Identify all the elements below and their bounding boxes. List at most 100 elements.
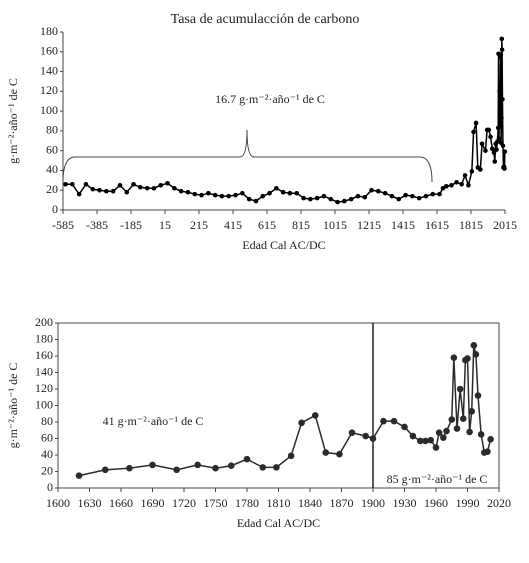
x-tick-label: 1690 <box>141 496 165 510</box>
data-point <box>144 185 150 191</box>
data-point <box>479 141 485 147</box>
data-point <box>273 464 280 471</box>
data-point <box>126 464 133 472</box>
data-point <box>192 191 198 197</box>
data-point <box>226 193 232 199</box>
data-point <box>233 192 238 198</box>
data-point <box>483 148 488 153</box>
data-point <box>466 428 473 436</box>
data-point <box>466 182 471 188</box>
y-tick-label: 160 <box>35 348 53 362</box>
data-point <box>369 187 374 193</box>
data-point <box>267 190 272 196</box>
data-point <box>450 354 458 361</box>
y-tick-label: 0 <box>47 480 53 494</box>
data-point <box>499 36 505 42</box>
data-point <box>362 194 368 200</box>
y-tick-label: 0 <box>52 202 58 216</box>
y-tick-label: 120 <box>40 83 58 97</box>
data-point <box>497 124 503 130</box>
data-point <box>199 192 204 198</box>
data-point <box>259 464 267 471</box>
x-tick-label: 1720 <box>172 496 196 510</box>
data-point <box>477 431 485 438</box>
data-point <box>454 180 459 185</box>
data-point <box>409 432 417 440</box>
x-tick-label: 815 <box>292 218 310 232</box>
data-point <box>287 190 293 196</box>
data-point <box>117 182 123 188</box>
data-point <box>348 196 354 202</box>
y-tick-label: 20 <box>46 182 58 196</box>
data-point <box>462 173 468 178</box>
data-point <box>427 436 435 444</box>
y-tick-label: 80 <box>41 414 53 428</box>
series-line <box>78 345 492 477</box>
data-point <box>294 190 300 196</box>
x-tick-label: 1960 <box>424 496 448 510</box>
data-point <box>83 181 89 187</box>
data-point <box>435 429 443 437</box>
data-point <box>432 444 440 451</box>
data-point <box>389 193 395 199</box>
x-tick-label: 1015 <box>323 218 347 232</box>
data-point <box>478 167 483 172</box>
x-tick-label: 1810 <box>267 496 291 510</box>
data-point <box>287 452 295 460</box>
data-point <box>502 149 508 154</box>
x-tick-label: 1615 <box>425 218 449 232</box>
x-tick-label: 415 <box>224 218 242 232</box>
data-point <box>240 190 245 196</box>
chart-title: Tasa de acumulacción de carbono <box>171 12 360 27</box>
data-point <box>453 425 461 432</box>
data-point <box>335 199 340 205</box>
data-point <box>243 455 251 463</box>
data-point <box>469 169 475 174</box>
data-point <box>260 193 266 199</box>
data-point <box>376 188 381 194</box>
x-tick-label: 1815 <box>459 218 483 232</box>
brace <box>62 129 433 183</box>
x-tick-label: 1870 <box>330 496 354 510</box>
data-point <box>97 187 102 193</box>
data-point <box>499 115 504 121</box>
data-point <box>75 472 83 479</box>
x-tick-label: 1840 <box>298 496 322 510</box>
data-point <box>390 417 398 425</box>
x-tick-label: 1630 <box>78 496 102 510</box>
y-tick-label: 60 <box>46 142 58 156</box>
data-point <box>502 166 507 171</box>
data-point <box>314 195 320 201</box>
data-point <box>212 464 219 472</box>
data-point <box>70 181 75 187</box>
data-point <box>246 196 252 202</box>
data-point <box>194 461 201 469</box>
plot-frame <box>57 322 500 489</box>
x-axis-label: Edad Cal AC/DC <box>237 516 320 530</box>
x-tick-label: 1415 <box>391 218 415 232</box>
annotation: 16.7 g·m⁻²·año⁻¹ de C <box>215 92 325 106</box>
x-tick-label: 1750 <box>204 496 228 510</box>
data-point <box>149 461 156 469</box>
data-point <box>322 449 330 456</box>
annotation: 41 g·m⁻²·año⁻¹ de C <box>103 414 204 428</box>
data-point <box>440 185 446 191</box>
x-tick-label: 1600 <box>46 496 70 510</box>
data-point <box>437 191 442 197</box>
data-point <box>311 412 319 419</box>
data-point <box>486 127 492 133</box>
y-tick-label: 120 <box>35 381 53 395</box>
data-point <box>474 392 482 399</box>
y-tick-label: 100 <box>35 397 53 411</box>
data-point <box>253 198 259 204</box>
data-point <box>76 191 82 197</box>
data-point <box>472 351 480 358</box>
y-tick-label: 200 <box>35 315 53 329</box>
data-point <box>416 437 424 445</box>
data-point <box>124 189 130 195</box>
data-point <box>500 96 505 102</box>
y-tick-label: 40 <box>46 162 58 176</box>
data-point <box>396 196 402 202</box>
data-point <box>212 192 218 198</box>
y-tick-label: 60 <box>41 430 53 444</box>
